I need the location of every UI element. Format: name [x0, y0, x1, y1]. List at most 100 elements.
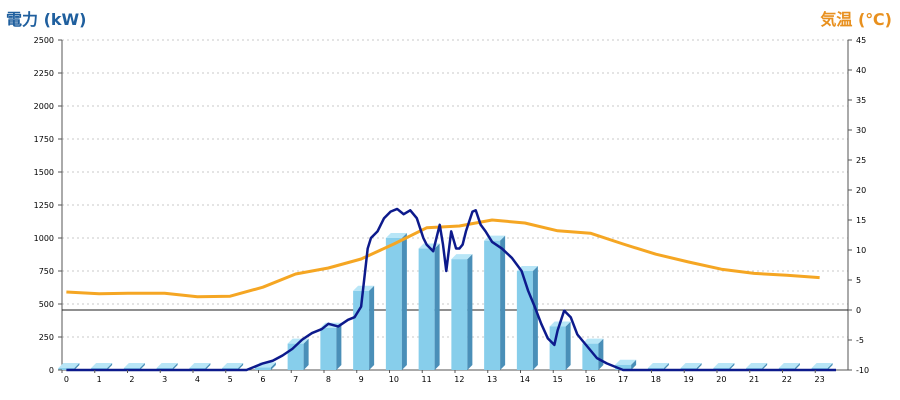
bar-top: [385, 233, 407, 238]
bar-top: [778, 363, 800, 368]
right-tick-label: 10: [856, 246, 866, 255]
bar-side: [270, 362, 276, 370]
bar: [320, 322, 342, 370]
bar: [451, 254, 473, 370]
left-tick-label: 2500: [34, 36, 54, 45]
right-tick-label: 5: [856, 276, 861, 285]
bar-side: [598, 338, 604, 370]
bar: [615, 359, 637, 370]
bar-side: [139, 363, 145, 370]
bar-top: [680, 363, 702, 368]
right-axis-title: 気温 (℃): [820, 10, 892, 29]
bar-front: [516, 271, 533, 370]
bar-front: [451, 259, 468, 370]
left-tick-label: 2250: [34, 69, 54, 78]
bar-side: [631, 359, 637, 370]
bar-top: [58, 363, 80, 368]
left-tick-label: 750: [39, 267, 54, 276]
x-tick-label: 6: [260, 375, 265, 384]
right-tick-label: 45: [856, 36, 866, 45]
bar-side: [74, 363, 80, 370]
temperature-line: [66, 218, 820, 299]
bar-front: [549, 326, 566, 370]
x-tick-label: 1: [97, 375, 102, 384]
left-tick-label: 1250: [34, 201, 54, 210]
bar-side: [434, 243, 440, 370]
bar-top: [713, 363, 735, 368]
left-tick-label: 2000: [34, 102, 54, 111]
bar-side: [663, 363, 669, 370]
right-tick-label: 20: [856, 186, 866, 195]
bar-side: [238, 363, 244, 370]
right-tick-label: -10: [856, 366, 869, 375]
bar-front: [418, 248, 435, 370]
x-tick-label: 17: [618, 375, 628, 384]
bar-side: [532, 266, 538, 370]
x-tick-label: 8: [326, 375, 331, 384]
bar-side: [762, 363, 768, 370]
lines-layer: [66, 207, 836, 372]
x-tick-label: 4: [195, 375, 200, 384]
right-tick-label: 35: [856, 96, 866, 105]
grid-layer: [62, 39, 848, 338]
bar-top: [746, 363, 768, 368]
right-tick-label: -5: [856, 336, 864, 345]
bar-top: [811, 363, 833, 368]
left-tick-label: 1750: [34, 135, 54, 144]
bar: [353, 285, 375, 370]
x-tick-label: 7: [293, 375, 298, 384]
bar-top: [582, 338, 604, 344]
ticks-layer: 02505007501000125015001750200022502500-1…: [34, 36, 869, 384]
bar-side: [827, 363, 833, 370]
bar-side: [172, 363, 178, 370]
bar-top: [123, 363, 145, 368]
bar-side: [794, 363, 800, 370]
bar-top: [156, 363, 178, 368]
bar-front: [582, 343, 599, 370]
x-tick-label: 16: [585, 375, 595, 384]
bar-top: [91, 363, 113, 368]
x-tick-label: 21: [749, 375, 759, 384]
bar: [484, 235, 506, 370]
bar-side: [107, 363, 113, 370]
x-tick-label: 9: [359, 375, 364, 384]
x-tick-label: 11: [422, 375, 432, 384]
bar-front: [287, 343, 304, 370]
x-tick-label: 19: [684, 375, 694, 384]
left-tick-label: 500: [39, 300, 54, 309]
bar-top: [189, 363, 211, 368]
bar-front: [484, 240, 501, 370]
bar-side: [467, 254, 473, 370]
left-axis-title: 電力 (kW): [6, 10, 87, 29]
right-tick-label: 25: [856, 156, 866, 165]
bar-front: [615, 364, 632, 370]
bar-top: [222, 363, 244, 368]
x-tick-label: 0: [64, 375, 69, 384]
left-tick-label: 1000: [34, 234, 54, 243]
bar-side: [369, 285, 375, 370]
bar-side: [565, 321, 571, 370]
bar-side: [205, 363, 211, 370]
bars-layer: [58, 233, 833, 370]
power-line: [66, 207, 836, 372]
left-tick-label: 1500: [34, 168, 54, 177]
x-tick-label: 22: [782, 375, 792, 384]
bar-top: [451, 254, 473, 260]
bar-side: [401, 233, 407, 370]
right-tick-label: 40: [856, 66, 866, 75]
x-tick-label: 3: [162, 375, 167, 384]
left-tick-label: 250: [39, 333, 54, 342]
right-tick-label: 0: [856, 306, 861, 315]
x-tick-label: 23: [815, 375, 825, 384]
bar-side: [500, 235, 506, 370]
x-tick-label: 18: [651, 375, 661, 384]
x-tick-label: 13: [487, 375, 497, 384]
x-tick-label: 10: [389, 375, 399, 384]
x-tick-label: 12: [454, 375, 464, 384]
bar-front: [353, 290, 370, 370]
x-tick-label: 20: [716, 375, 726, 384]
x-tick-label: 2: [129, 375, 134, 384]
left-tick-label: 0: [49, 366, 54, 375]
bar-front: [385, 238, 402, 370]
